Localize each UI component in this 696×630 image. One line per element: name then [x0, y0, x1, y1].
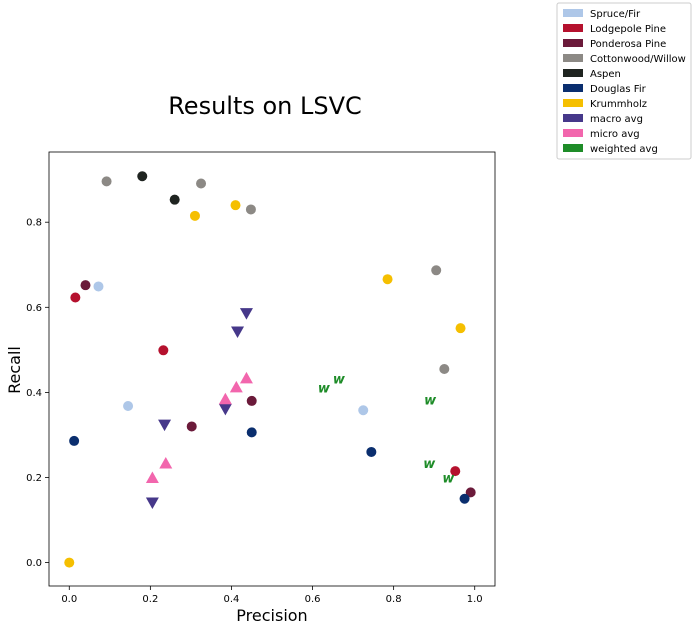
chart-title: Results on LSVC [168, 92, 362, 120]
point-ponderosa-pine [80, 280, 91, 291]
point-krummholz [455, 323, 466, 334]
legend-label-douglas-fir: Douglas Fir [590, 84, 647, 95]
x-tick-label: 0.2 [142, 594, 158, 605]
point-ponderosa-pine [186, 421, 197, 432]
point-douglas-fir [246, 427, 257, 438]
point-weighted-avg: w [423, 457, 436, 472]
y-tick-label: 0.6 [26, 303, 42, 314]
point-douglas-fir [69, 435, 80, 446]
legend-label-aspen: Aspen [590, 69, 621, 80]
point-cottonwood-willow [245, 204, 256, 215]
legend-label-micro-avg: micro avg [590, 129, 640, 140]
point-krummholz [230, 200, 241, 211]
legend-label-lodgepole-pine: Lodgepole Pine [590, 24, 666, 35]
legend-swatch-lodgepole-pine [563, 24, 583, 32]
point-spruce-fir [93, 281, 104, 292]
point-krummholz [382, 274, 393, 285]
point-krummholz [189, 210, 200, 221]
y-axis: 0.0 0.2 0.4 0.6 0.8 [26, 218, 49, 569]
point-spruce-fir [358, 405, 369, 416]
legend-frame [556, 2, 692, 160]
x-tick-label: 0.8 [386, 594, 402, 605]
point-lodgepole-pine [450, 466, 461, 477]
legend-swatch-macro-avg [563, 114, 583, 122]
point-lodgepole-pine [70, 292, 81, 303]
legend-label-macro-avg: macro avg [590, 114, 643, 125]
point-weighted-avg: w [318, 381, 331, 396]
point-cottonwood-willow [439, 364, 450, 374]
plot-area [48, 151, 496, 587]
legend-label-krummholz: Krummholz [590, 99, 647, 110]
point-micro-avg [229, 380, 243, 393]
x-axis: 0.0 0.2 0.4 0.6 0.8 1.0 [61, 586, 483, 605]
point-spruce-fir [123, 401, 134, 412]
point-douglas-fir [366, 446, 377, 457]
point-ponderosa-pine [246, 395, 257, 406]
legend-swatch-cottonwood-willow [563, 54, 583, 62]
x-tick-label: 0.0 [61, 594, 77, 605]
legend-swatch-krummholz [563, 99, 583, 107]
legend-swatch-ponderosa-pine [563, 39, 583, 47]
point-macro-avg [239, 308, 253, 320]
legend-label-ponderosa-pine: Ponderosa Pine [590, 39, 666, 50]
point-macro-avg [218, 403, 232, 416]
legend: Spruce/Fir Lodgepole Pine Ponderosa Pine Co… [556, 2, 692, 160]
point-macro-avg [145, 497, 159, 510]
point-krummholz [64, 557, 75, 568]
legend-label-cottonwood-willow: Cottonwood/Willow [590, 54, 686, 65]
point-macro-avg [231, 326, 245, 338]
x-axis-label: Precision [236, 606, 307, 625]
x-tick-label: 0.6 [305, 594, 321, 605]
x-tick-label: 0.4 [224, 594, 240, 605]
point-aspen [169, 194, 180, 205]
point-lodgepole-pine [158, 345, 169, 356]
y-tick-label: 0.8 [26, 218, 42, 229]
point-cottonwood-willow [196, 178, 207, 189]
point-cottonwood-willow [431, 265, 442, 276]
point-macro-avg [158, 419, 172, 432]
point-ponderosa-pine [465, 487, 476, 498]
legend-label-weighted-avg: weighted avg [590, 144, 658, 155]
y-tick-label: 0.2 [26, 473, 42, 484]
point-micro-avg [145, 471, 159, 483]
x-tick-label: 1.0 [467, 594, 483, 605]
point-weighted-avg: w [442, 472, 455, 487]
legend-swatch-douglas-fir [563, 84, 583, 92]
point-douglas-fir [459, 493, 470, 504]
y-tick-label: 0.0 [26, 558, 42, 569]
point-micro-avg [239, 371, 253, 384]
point-aspen [137, 171, 148, 182]
legend-label-spruce-fir: Spruce/Fir [590, 9, 641, 20]
point-micro-avg [218, 392, 232, 405]
legend-swatch-aspen [563, 69, 583, 77]
legend-swatch-weighted-avg [563, 144, 583, 152]
point-micro-avg [159, 457, 173, 469]
legend-swatch-micro-avg [563, 129, 583, 137]
y-axis-label: Recall [5, 346, 24, 394]
y-tick-label: 0.4 [26, 388, 42, 399]
legend-swatch-spruce-fir [563, 9, 583, 17]
point-weighted-avg: w [424, 394, 437, 409]
point-weighted-avg: w [333, 372, 346, 387]
point-cottonwood-willow [101, 176, 112, 187]
